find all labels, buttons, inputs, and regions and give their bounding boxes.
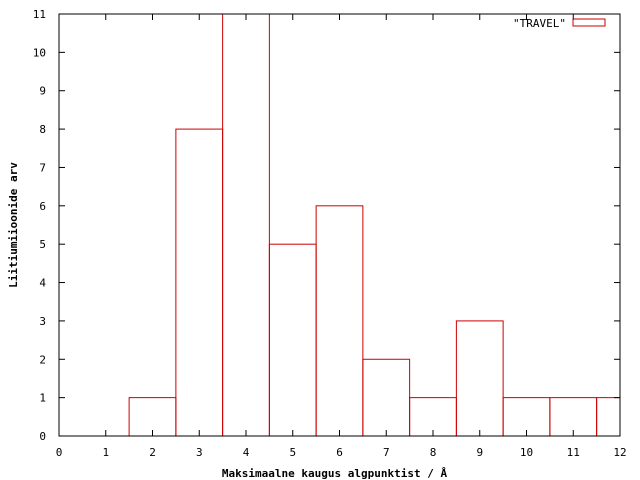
bars-group (128, 13, 621, 437)
y-tick-label: 5 (39, 238, 46, 251)
bar (455, 320, 504, 437)
bar (362, 358, 411, 437)
legend-label: "TRAVEL" (513, 17, 566, 30)
x-tick-label: 2 (149, 446, 156, 459)
y-tick-label: 8 (39, 123, 46, 136)
x-tick-label: 9 (476, 446, 483, 459)
x-tick-label: 7 (383, 446, 390, 459)
bar (596, 397, 621, 437)
y-tick-label: 3 (39, 315, 46, 328)
x-tick-label: 5 (289, 446, 296, 459)
y-tick-label: 2 (39, 353, 46, 366)
legend: "TRAVEL" (513, 17, 606, 30)
x-axis-label: Maksimaalne kaugus algpunktist / Å (222, 467, 448, 480)
x-tick-label: 12 (613, 446, 626, 459)
y-tick-label: 7 (39, 161, 46, 174)
bar (268, 243, 317, 437)
y-axis-label: Liitiumiioonide arv (7, 162, 20, 288)
y-tick-label: 4 (39, 277, 46, 290)
x-tick-label: 1 (102, 446, 109, 459)
bar (315, 205, 364, 437)
x-tick-label: 10 (520, 446, 533, 459)
legend-swatch (572, 18, 606, 27)
x-tick-label: 11 (567, 446, 580, 459)
y-tick-label: 10 (33, 46, 46, 59)
x-tick-label: 6 (336, 446, 343, 459)
bar (222, 13, 270, 437)
x-tick-label: 3 (196, 446, 203, 459)
x-axis: 0 1 2 3 4 5 6 7 8 9 10 11 12 (56, 14, 627, 459)
y-tick-label: 9 (39, 85, 46, 98)
y-tick-label: 1 (39, 392, 46, 405)
x-tick-label: 8 (430, 446, 437, 459)
y-tick-label: 0 (39, 430, 46, 443)
y-tick-label: 6 (39, 200, 46, 213)
plot-frame (58, 13, 621, 437)
y-tick-label: 11 (33, 8, 46, 21)
x-tick-label: 4 (243, 446, 250, 459)
y-axis: 0 1 2 3 4 5 6 7 8 9 10 11 (33, 8, 620, 443)
bar (175, 128, 224, 437)
x-tick-label: 0 (56, 446, 63, 459)
